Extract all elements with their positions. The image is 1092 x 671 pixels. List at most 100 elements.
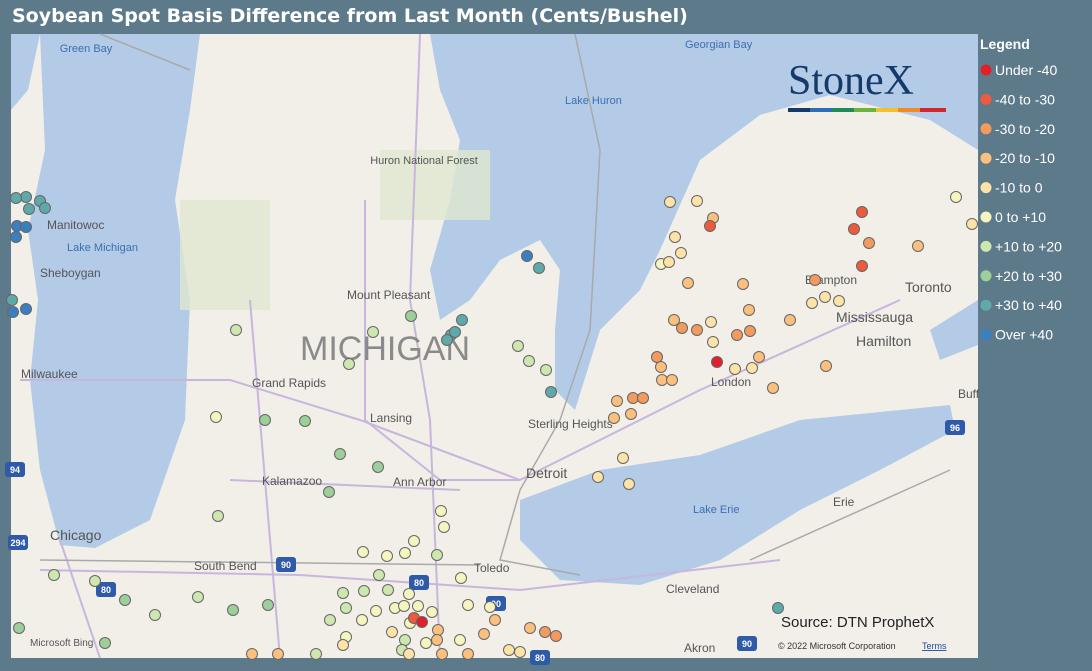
data-point <box>545 386 557 398</box>
data-point <box>523 355 535 367</box>
data-point <box>449 326 461 338</box>
data-point <box>435 505 447 517</box>
map-label: Huron National Forest <box>370 155 478 167</box>
data-point <box>20 303 32 315</box>
shield-label: 94 <box>10 465 20 475</box>
logo-bar <box>832 108 854 112</box>
shield-label: 80 <box>414 578 424 588</box>
legend-swatch <box>980 93 992 105</box>
data-point <box>20 221 32 233</box>
data-point <box>623 478 635 490</box>
data-point <box>592 471 604 483</box>
data-point <box>707 336 719 348</box>
data-point <box>455 572 467 584</box>
data-point <box>230 324 242 336</box>
data-point <box>212 510 224 522</box>
green-bay <box>11 34 40 110</box>
legend-swatch <box>980 123 992 135</box>
data-point <box>7 306 19 318</box>
map-label: Milwaukee <box>21 367 78 381</box>
map-label: London <box>711 375 751 389</box>
data-point <box>454 634 466 646</box>
highway-shields: 94 294 80 90 80 90 96 90 80 <box>5 420 965 665</box>
data-point <box>819 291 831 303</box>
data-point <box>10 231 22 243</box>
data-point <box>334 448 346 460</box>
legend-swatch <box>980 182 992 194</box>
data-point <box>89 575 101 587</box>
data-point <box>711 356 723 368</box>
legend-title: Legend <box>980 36 1030 52</box>
data-point <box>381 550 393 562</box>
data-point <box>149 609 161 621</box>
data-point <box>299 415 311 427</box>
data-point <box>503 644 515 656</box>
data-point <box>119 594 131 606</box>
data-point <box>227 604 239 616</box>
data-point <box>456 314 468 326</box>
data-point <box>663 256 675 268</box>
data-point <box>784 314 796 326</box>
terms-link[interactable]: Terms <box>922 641 947 651</box>
shield-bg <box>409 575 429 590</box>
data-point <box>533 262 545 274</box>
data-point <box>343 358 355 370</box>
shield-bg <box>737 636 757 651</box>
data-point <box>772 602 784 614</box>
data-point <box>608 412 620 424</box>
data-point <box>950 191 962 203</box>
data-point <box>340 602 352 614</box>
data-point <box>324 614 336 626</box>
data-point <box>259 414 271 426</box>
logo-bar <box>854 108 876 112</box>
data-point <box>746 362 758 374</box>
data-point <box>39 202 51 214</box>
map-label: Mississauga <box>836 309 913 325</box>
data-point <box>611 395 623 407</box>
data-point <box>431 549 443 561</box>
shield-label: 80 <box>101 585 111 595</box>
forest <box>180 200 270 310</box>
map-label: Lake Erie <box>693 504 739 516</box>
data-point <box>386 626 398 638</box>
georgian-bay <box>760 34 978 120</box>
logo-bar <box>788 108 810 112</box>
lake-michigan <box>28 34 200 548</box>
data-point <box>833 295 845 307</box>
map-label: Sheboygan <box>40 266 101 280</box>
map-label: Toronto <box>905 279 952 295</box>
data-point <box>356 614 368 626</box>
data-point <box>478 628 490 640</box>
shield-bg <box>5 462 25 477</box>
map-label: South Bend <box>194 559 257 573</box>
data-point <box>367 326 379 338</box>
data-point <box>99 637 111 649</box>
data-point <box>403 648 415 660</box>
data-point <box>540 364 552 376</box>
bing: Microsoft Bing <box>30 638 93 649</box>
data-point <box>246 648 258 660</box>
data-point <box>514 646 526 658</box>
map-label: Detroit <box>526 465 567 481</box>
data-point <box>462 599 474 611</box>
map-label: Buff <box>958 387 980 401</box>
legend-label: Over +40 <box>995 327 1053 343</box>
data-point <box>856 206 868 218</box>
map-label: Grand Rapids <box>252 376 326 390</box>
map-label: Hamilton <box>856 333 911 349</box>
data-point <box>10 192 22 204</box>
data-point <box>484 601 496 613</box>
data-point <box>23 203 35 215</box>
data-point <box>637 392 649 404</box>
data-point <box>651 351 663 363</box>
map-label: Cleveland <box>666 582 719 596</box>
map-label: Erie <box>833 495 855 509</box>
data-point <box>675 247 687 259</box>
data-point <box>704 220 716 232</box>
shield-label: 90 <box>491 599 501 609</box>
forest <box>380 150 490 220</box>
data-point <box>666 374 678 386</box>
data-point <box>691 324 703 336</box>
data-point <box>416 616 428 628</box>
